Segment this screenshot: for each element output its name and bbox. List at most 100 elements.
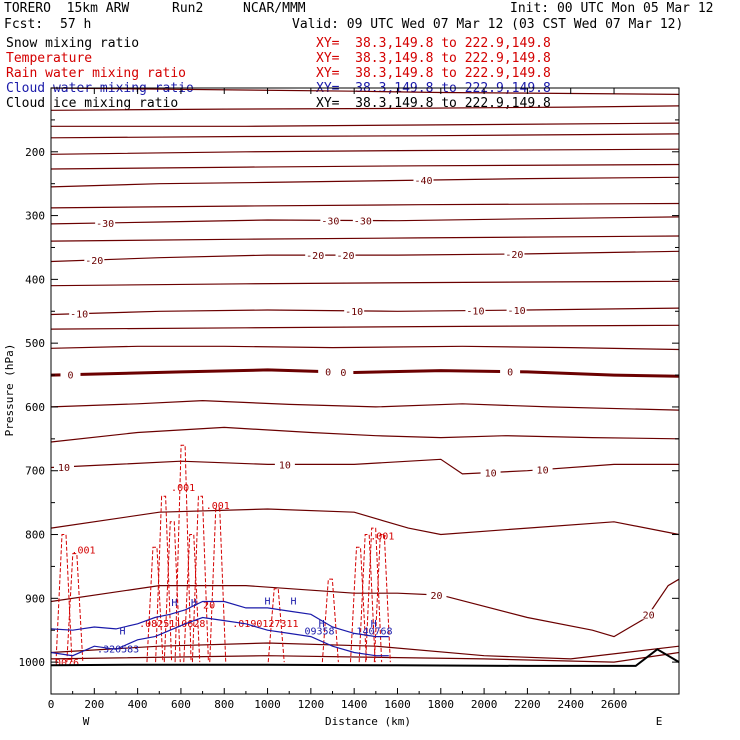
isotherm-line-0 (50, 87, 680, 95)
contour-label-bg (480, 467, 501, 478)
field-temp-xy: XY= 38.3,149.8 to 222.9,149.8 (316, 51, 551, 66)
header-init: Init: 00 UTC Mon 05 Mar 12 (510, 1, 714, 16)
field-snow-name: Snow mixing ratio (6, 36, 140, 51)
y-tick-label: 600 (25, 401, 45, 414)
contour-label-bg (500, 366, 521, 377)
x-tick-label: 1000 (254, 698, 281, 711)
rain-contour-0 (55, 534, 73, 663)
temperature-contour-label: 10 (537, 466, 549, 477)
contour-label-bg (69, 308, 90, 319)
field-rain-xy: XY= 38.3,149.8 to 222.9,149.8 (316, 66, 551, 81)
y-tick-label: 200 (25, 146, 45, 159)
rain-label: .001 (171, 483, 195, 494)
isotherm-line-8 (50, 280, 680, 287)
cloud-water-label: H (171, 598, 177, 609)
rain-label: .0190127311 (232, 619, 298, 630)
rain-label: 20 (203, 601, 215, 612)
rain-contour-1 (66, 553, 84, 663)
cloud-water-label: H (291, 597, 297, 608)
rain-label: .0825110628 (139, 619, 205, 630)
contour-label-bg (320, 215, 341, 226)
terrain-line (50, 648, 680, 667)
temperature-contour-label: -20 (505, 250, 523, 261)
isotherm-line-2 (51, 122, 680, 127)
temperature-contour-label: -20 (306, 251, 324, 262)
rain-contour-7 (191, 495, 209, 663)
contour-label-bg (60, 369, 81, 380)
cloud-water-label: H (371, 619, 377, 630)
y-tick-label: 800 (25, 529, 45, 542)
x-axis-label: Distance (km) (325, 715, 411, 728)
isotherm-line-4 (50, 148, 680, 155)
rain-contour-3 (155, 495, 173, 663)
temperature-contour-label: 20 (643, 610, 655, 621)
rain-label: .001 (206, 501, 230, 512)
contour-label-bg (352, 215, 373, 226)
x-tick-label: 0 (48, 698, 55, 711)
temperature-contour-label: 0 (67, 371, 73, 382)
header-fcst-value: 57 h (60, 17, 92, 32)
rain-label: .0076 (49, 658, 79, 669)
cloud-water-contour-upper (50, 600, 389, 638)
terrain-line (50, 648, 680, 667)
x-tick-label: 800 (214, 698, 234, 711)
contour-label-bg (84, 254, 105, 265)
header-center: NCAR/MMM (243, 1, 306, 16)
temperature-contour-2 (50, 250, 680, 263)
contour-label-bg (638, 609, 659, 620)
temperature-contour-label: 10 (279, 460, 291, 471)
x-tick-label: 2000 (471, 698, 498, 711)
field-cloudice-xy: XY= 38.3,149.8 to 222.9,149.8 (316, 96, 551, 111)
contour-label-bg (305, 250, 326, 261)
contour-label-bg (426, 589, 447, 600)
x-endpoint-right: E (656, 715, 663, 728)
rain-mixing-contours: .001 .001 .001 .001 .0825110628 .0190127311 20… (49, 444, 394, 669)
temperature-contour-5 (50, 458, 679, 475)
temperature-contour-label: -10 (508, 306, 526, 317)
x-tick-label: 400 (128, 698, 148, 711)
x-tick-label: 2200 (514, 698, 541, 711)
cloud-water-label: .140768 (350, 627, 392, 638)
isotherm-line-12 (50, 426, 680, 443)
y-tick-label: 500 (25, 337, 45, 350)
y-tick-label: 400 (25, 273, 45, 286)
rain-contour-6 (183, 534, 201, 663)
cloud-water-contour-lower (50, 616, 389, 657)
temperature-contour-label: -20 (85, 256, 103, 267)
isotherm-line-14 (50, 642, 680, 660)
isotherm-line-11 (50, 399, 680, 411)
temperature-contour-label: -30 (354, 217, 372, 228)
rain-label: .001 (370, 532, 394, 543)
rain-contour-14 (373, 534, 391, 663)
rain-contour-5 (174, 444, 192, 663)
cloud-water-label: 09358 (304, 627, 334, 638)
header-fcst-label: Fcst: (4, 17, 44, 32)
cloud-water-label: H (191, 598, 197, 609)
x-tick-label: 2400 (557, 698, 584, 711)
temperature-contour-label: 10 (485, 469, 497, 480)
cloud-water-label: H (319, 619, 325, 630)
rain-contour-11 (350, 546, 368, 663)
isotherm-line-5 (50, 163, 680, 170)
temperature-contours: -40-30 -30 -30-20 -20 -20 -20-10 -10 -10 -100 0 0 0… (50, 175, 680, 638)
rain-contour-10 (321, 578, 339, 663)
x-tick-label: 1400 (341, 698, 368, 711)
cloud-water-label: .320583 (97, 645, 139, 656)
x-tick-label: 2600 (601, 698, 628, 711)
contour-label-bg (504, 248, 525, 259)
temperature-contour-label: 10 (58, 463, 70, 474)
isotherm-line-13 (50, 508, 680, 536)
isotherm-line-9 (50, 324, 680, 330)
x-tick-label: 1600 (384, 698, 411, 711)
contour-label-bg (344, 305, 365, 316)
contour-label-bg (53, 461, 74, 472)
x-tick-label: 600 (171, 698, 191, 711)
temperature-contour-label: -30 (321, 216, 339, 227)
contour-label-bg (413, 175, 434, 186)
contour-label-bg (506, 305, 527, 316)
y-axis-label: Pressure (hPa) (3, 344, 16, 437)
x-tick-label: 1200 (298, 698, 325, 711)
header-model: TORERO 15km ARW (4, 1, 130, 16)
